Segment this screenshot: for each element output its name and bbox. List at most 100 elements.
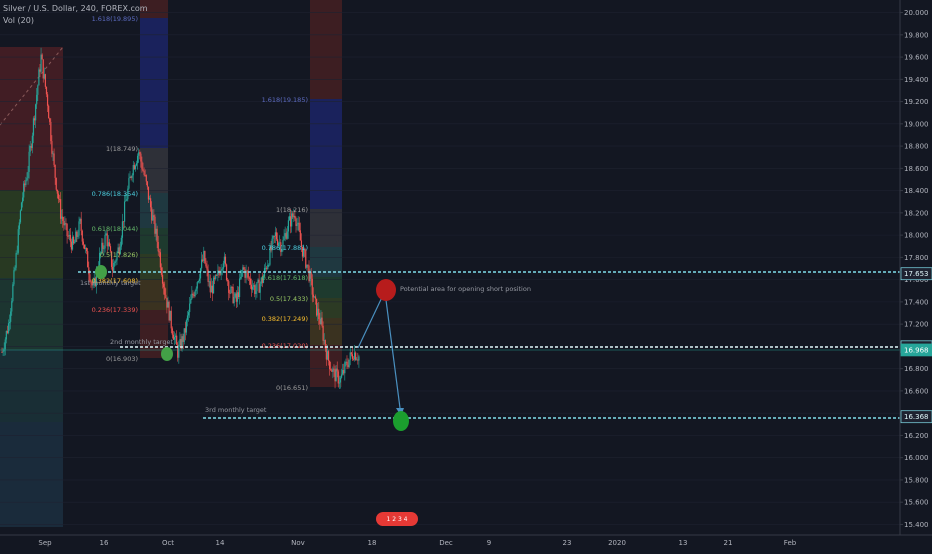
green-marker-1[interactable] [95, 265, 107, 279]
time-tick-label: Nov [291, 539, 305, 547]
fib-first-blue [140, 0, 168, 148]
candle-body [129, 176, 131, 179]
candle-body [325, 348, 327, 360]
candle-body [100, 252, 102, 254]
candle-body [282, 240, 284, 251]
candle-body [327, 351, 330, 361]
candle-body [329, 360, 331, 370]
price-label-text: 16.368 [904, 413, 929, 421]
candle-body [12, 284, 14, 302]
candle-body [351, 354, 354, 359]
fib-zone-left-teal [0, 278, 63, 350]
price-tick-label: 19.400 [904, 76, 929, 84]
candle-body [320, 317, 322, 325]
time-axis[interactable]: Sep 16 Oct 14 Nov 18 Dec 9 23 2020 13 21 Feb [0, 534, 932, 550]
candle-body [152, 215, 154, 221]
candle-body [294, 215, 296, 219]
replay-badge[interactable]: 1 2 3 4 [376, 512, 418, 526]
candle-body [135, 163, 138, 166]
candle-body [143, 170, 145, 175]
candle-body [204, 250, 206, 264]
candle-body [81, 230, 83, 242]
candle-body [125, 200, 127, 202]
fib-second-top-red [310, 0, 342, 99]
candle-body [235, 293, 237, 302]
candle-body [261, 277, 263, 283]
candle-body [250, 284, 253, 290]
candle-body [103, 248, 105, 250]
candle-body [326, 351, 329, 360]
candle-body [142, 169, 144, 171]
candle-body [225, 264, 228, 280]
candle-body [132, 165, 134, 176]
candle-body [203, 250, 205, 262]
candle-body [38, 69, 40, 86]
candle-body [247, 272, 249, 278]
candle-body [185, 320, 188, 333]
candle-body [321, 317, 323, 326]
candle-body [2, 351, 4, 353]
candle-body [311, 278, 313, 295]
candle-body [356, 359, 358, 361]
candle-body [280, 242, 282, 253]
candle-body [244, 269, 246, 278]
candle-body [105, 233, 107, 236]
candle-body [50, 121, 52, 142]
candle-body [22, 197, 24, 203]
price-tick-label: 19.000 [904, 120, 929, 128]
fib-first-label-05: 0.5(17.826) [100, 251, 138, 259]
candle-body [286, 231, 288, 239]
candle-body [30, 145, 32, 148]
candle-body [289, 216, 292, 227]
candle-body [17, 229, 19, 253]
price-tick-label: 16.600 [904, 387, 929, 395]
green-target-circle[interactable] [393, 411, 409, 431]
candle-body [182, 336, 184, 342]
candle-body [180, 339, 182, 349]
candle-body [228, 281, 230, 293]
price-label-text: 17.653 [904, 270, 929, 278]
green-marker-2[interactable] [161, 347, 173, 361]
price-tick-label: 19.800 [904, 31, 929, 39]
candle-body [51, 141, 53, 154]
candle-body [140, 153, 142, 162]
candle-body [107, 242, 109, 247]
price-label-text: 16.968 [904, 346, 929, 354]
candle-body [43, 74, 45, 79]
candle-body [248, 277, 250, 279]
candle-body [79, 218, 81, 222]
price-tick-label: 17.400 [904, 298, 929, 306]
candle-body [219, 272, 221, 275]
price-tick-label: 16.800 [904, 365, 929, 373]
candle-body [84, 248, 87, 249]
candle-body [58, 198, 61, 200]
price-label-box [900, 343, 932, 357]
candle-body [170, 310, 172, 329]
candle-body [116, 252, 118, 261]
time-tick-label: Sep [38, 539, 52, 547]
price-tick-label: 18.200 [904, 209, 929, 217]
candle-body [288, 216, 291, 221]
candle-body [80, 218, 82, 231]
fib-second-yellow [310, 318, 342, 345]
candle-body [189, 303, 191, 313]
candle-body [291, 213, 293, 227]
red-target-circle[interactable] [376, 279, 396, 301]
fib-first-label-0236: 0.236(17.339) [92, 306, 138, 314]
candle-body [20, 202, 23, 211]
candle-body [18, 222, 20, 230]
candle-body [37, 85, 39, 95]
candle-body [199, 268, 202, 279]
candle-body [298, 222, 300, 231]
candle-body [224, 256, 227, 265]
candle-body [163, 283, 165, 288]
candle-body [301, 246, 304, 257]
fib-first-label-0618: 0.618(18.044) [92, 225, 138, 233]
fib-first-label-0: 0(16.903) [106, 355, 138, 363]
candle-body [69, 234, 71, 242]
candle-body [309, 272, 311, 282]
